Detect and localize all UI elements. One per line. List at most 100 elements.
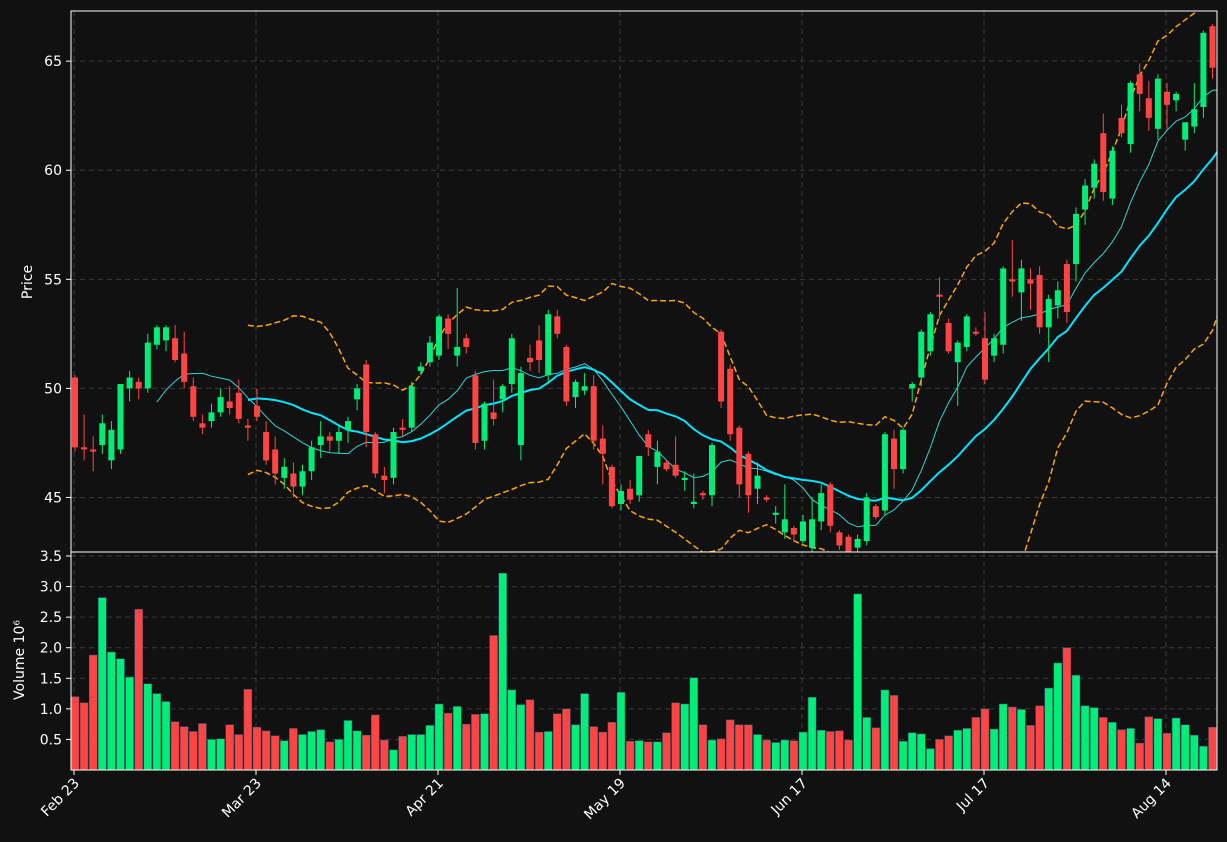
candle [190,377,197,422]
volume-bar [880,689,890,771]
candle [1073,207,1079,282]
volume-bar [316,729,325,771]
candle-body [217,397,224,413]
candle [144,333,151,393]
volume-bar [1080,705,1090,771]
candle [308,440,315,481]
candle-body [135,381,142,389]
candle-body [1164,91,1170,105]
volume-bar [134,608,143,771]
candle-body [153,327,160,345]
volume-bar [1062,647,1072,771]
candle [927,312,934,356]
volume-bar [389,749,398,771]
volume-tick-label: 0.5 [40,732,62,748]
volume-tick-label: 3.5 [40,549,62,565]
candle [663,460,670,472]
candle-body [1182,122,1189,140]
candle [618,484,624,511]
candle [891,429,897,489]
volume-bar [980,708,990,771]
candle-body [872,506,879,518]
candle-body [1145,98,1152,118]
candle-body [618,490,624,505]
candle [836,530,843,550]
candle [117,384,124,454]
candle [81,414,88,461]
volume-bar [407,734,416,771]
volume-bar [1162,733,1172,771]
candle-body [426,342,433,363]
candle [809,497,816,552]
volume-bar [480,713,489,771]
candle-body [745,453,752,496]
candle [1027,268,1034,310]
candle-body [517,373,524,446]
volume-bar [88,654,98,771]
volume-bar [1035,705,1044,771]
candle [390,427,397,485]
candle [872,504,879,520]
candle [681,471,688,491]
volume-bar [452,706,462,771]
volume-bar [1044,687,1053,771]
candle-body [627,488,634,500]
candle [1045,294,1052,363]
volume-bar [243,689,253,771]
candle [1191,82,1198,134]
candle-body [1136,74,1143,94]
candle-body [1173,93,1180,101]
volume-bar [571,724,580,771]
candle [417,362,424,376]
candle-body [1027,279,1034,284]
candle-body [1000,268,1007,345]
candle-body [490,412,497,419]
candle [645,429,652,457]
candle [563,344,570,406]
candle [772,506,779,524]
volume-bar [762,739,771,771]
candle-body [954,342,961,363]
volume-bar [789,740,799,771]
candle-body [272,449,279,474]
candle [235,379,242,424]
candle [636,456,643,502]
candle [281,458,288,489]
candle [945,318,952,354]
candle-body [654,451,661,467]
price-axis-label: Price [20,265,36,299]
candle-body [108,429,115,461]
candle [709,442,715,507]
candle-body [982,338,988,380]
candle-body [608,466,615,507]
candle-body [763,497,770,500]
candle-body [554,316,561,334]
volume-bar [607,722,617,771]
candle-body [99,423,106,446]
candle-body [781,519,788,533]
volume-bar [1126,728,1135,771]
candle [244,418,251,441]
volume-bar [416,734,426,771]
volume-bar [307,731,316,771]
candle-body [372,434,379,474]
price-axis: 45 50 55 60 65 [44,54,71,506]
candle-body [536,340,543,361]
candle-body [1009,279,1016,282]
volume-bar [689,677,699,771]
volume-bar [1008,706,1017,771]
volume-bar [380,739,389,771]
volume-bar [744,724,753,771]
candle-body [672,464,679,476]
candle [672,436,679,478]
candle [436,314,442,361]
candle [954,340,961,406]
volume-bar [998,703,1008,771]
volume-bar [1053,662,1063,771]
candle [326,432,333,452]
candle [272,436,279,485]
candle-body [636,456,643,496]
volume-bar [1017,709,1026,771]
candle [972,327,979,337]
volume-bar [871,727,881,771]
